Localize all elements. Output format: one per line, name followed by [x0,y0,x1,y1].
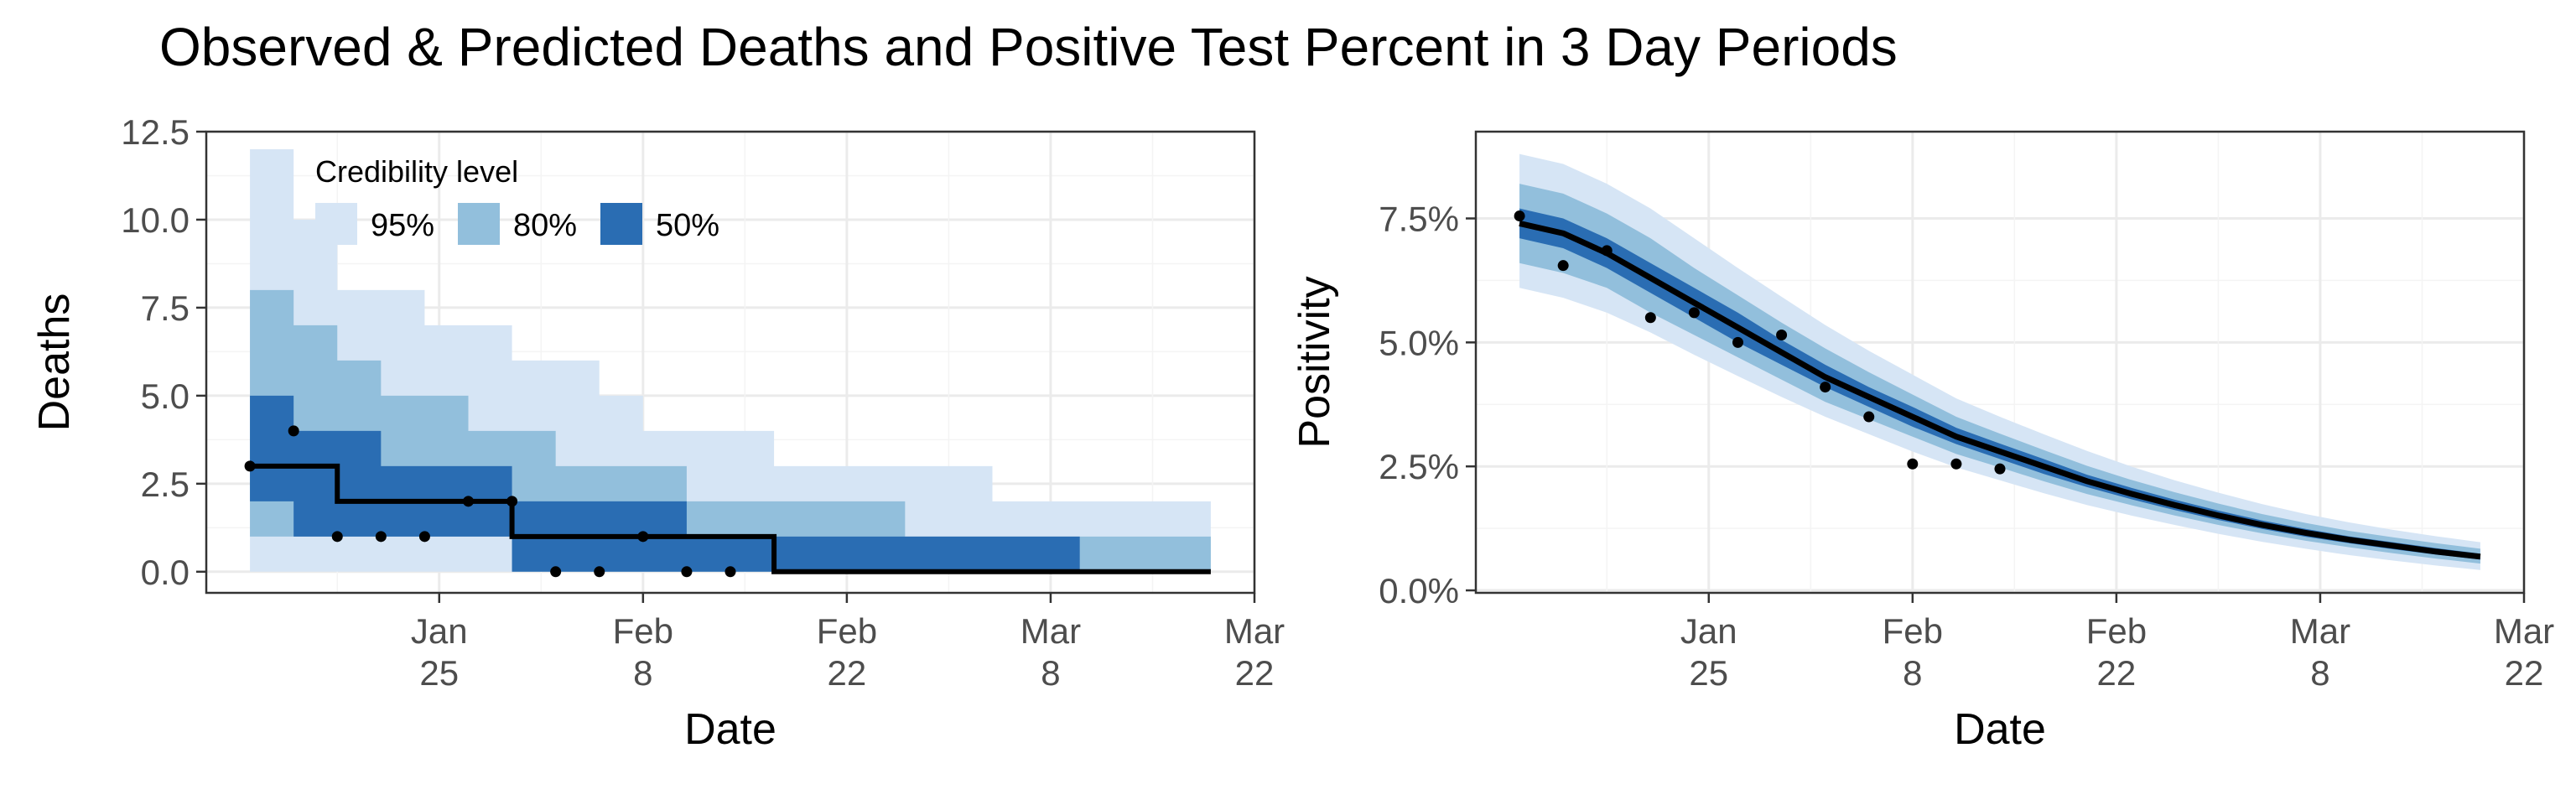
x-tick-label-day: 8 [1041,653,1060,693]
x-tick-label-day: 25 [419,653,459,693]
y-tick-label: 7.5% [1379,199,1459,238]
legend-swatch-80 [458,203,500,245]
observed-point [637,531,649,543]
positivity-panel: 0.0%2.5%5.0%7.5% Jan25Feb8Feb22Mar8Mar22… [1291,130,2554,754]
y-tick-label: 5.0 [141,377,190,416]
positivity-panel-border [1474,130,2526,595]
observed-point [594,566,605,578]
positivity-credibility-bands [1519,153,2480,570]
x-tick-label-month: Mar [1021,611,1081,651]
band-80 [1519,184,2480,564]
x-tick-label-month: Mar [1224,611,1285,651]
positivity-x-axis-title: Date [1954,705,2046,754]
x-tick-label-month: Feb [2086,611,2147,651]
observed-point [418,531,430,543]
observed-point [1994,463,2006,475]
band-50 [1519,208,2480,560]
observed-point [463,496,474,507]
observed-point [288,425,299,437]
x-tick-label-day: 22 [2505,653,2544,693]
band-95 [1519,153,2480,570]
deaths-y-axis: 0.0 2.5 5.0 7.5 10.0 12.5 [121,112,206,592]
observed-point [1820,382,1831,393]
legend-swatch-95 [315,203,357,245]
band-50 [250,395,1211,572]
y-tick-label: 2.5 [141,465,190,504]
deaths-median-line [250,463,1211,574]
legend-swatch-50 [600,203,642,245]
deaths-observed-points [244,425,736,578]
chart-title: Observed & Predicted Deaths and Positive… [159,17,1898,77]
deaths-x-axis-title: Date [684,705,776,754]
x-tick-label-day: 8 [633,653,652,693]
positivity-observed-points [1514,210,2006,475]
observed-point [331,531,343,543]
y-tick-label: 0.0% [1379,571,1459,610]
positivity-y-axis: 0.0% 2.5% 5.0% 7.5% [1379,199,1476,610]
observed-point [244,460,256,472]
observed-point [1644,312,1656,324]
legend-label-80: 80% [513,208,577,243]
x-tick-label-month: Mar [2494,611,2554,651]
x-tick-label-month: Feb [613,611,673,651]
deaths-y-axis-title: Deaths [30,293,79,432]
median-line [250,463,1211,574]
legend-title: Credibility level [315,154,518,189]
x-tick-label-day: 22 [828,653,867,693]
y-tick-label: 10.0 [121,200,190,240]
legend-label-50: 50% [656,208,719,243]
x-tick-label-month: Mar [2290,611,2350,651]
observed-point [1688,307,1700,319]
positivity-y-axis-title: Positivity [1291,276,1339,448]
y-tick-label: 12.5 [121,112,190,152]
deaths-panel: Credibility level 95% 80% 50% 0.0 2.5 5.0 7… [30,112,1285,754]
observed-point [1732,336,1743,348]
observed-point [681,566,693,578]
x-tick-label-day: 22 [1235,653,1275,693]
legend-label-95: 95% [371,208,434,243]
observed-point [1863,411,1875,423]
observed-point [1950,458,1962,470]
x-tick-label-month: Feb [817,611,877,651]
x-tick-label-month: Jan [411,611,468,651]
x-tick-label-day: 8 [2310,653,2329,693]
x-tick-label-day: 8 [1903,653,1922,693]
observed-point [1907,458,1919,470]
x-tick-label-month: Jan [1680,611,1737,651]
y-tick-label: 7.5 [141,288,190,328]
positivity-median-line [1519,220,2481,560]
observed-point [724,566,736,578]
observed-point [1776,329,1788,340]
observed-point [1601,245,1613,257]
observed-point [550,566,562,578]
x-tick-label-month: Feb [1883,611,1943,651]
observed-point [506,496,518,507]
observed-point [1557,260,1569,272]
deaths-panel-border [205,130,1256,595]
x-tick-label-day: 22 [2097,653,2137,693]
x-tick-label-day: 25 [1689,653,1728,693]
y-tick-label: 5.0% [1379,323,1459,362]
y-tick-label: 0.0 [141,553,190,592]
observed-point [375,531,387,543]
median-line [1519,220,2481,560]
observed-point [1514,210,1525,222]
y-tick-label: 2.5% [1379,447,1459,486]
legend: Credibility level 95% 80% 50% [315,154,719,245]
